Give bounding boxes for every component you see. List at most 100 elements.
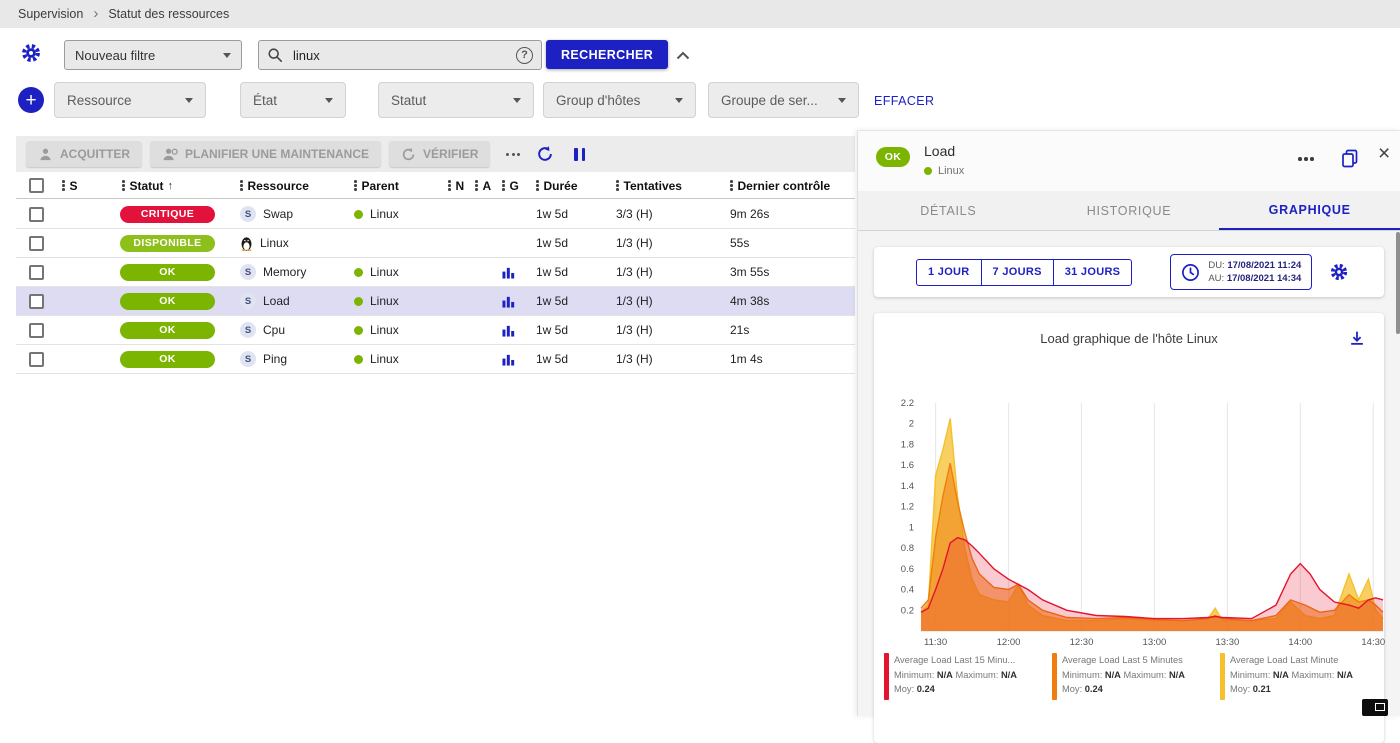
check-button[interactable]: VÉRIFIER [389, 141, 491, 167]
graph-icon[interactable] [502, 266, 515, 279]
column-menu-icon[interactable] [502, 180, 505, 191]
parent-name[interactable]: Linux [370, 265, 399, 279]
resource-name[interactable]: Cpu [263, 323, 286, 337]
filter-select-servicegroup[interactable]: Groupe de ser... [708, 82, 859, 118]
filter-select-statut[interactable]: Statut [378, 82, 534, 118]
panel-host-name: Linux [938, 165, 965, 177]
column-menu-icon[interactable] [240, 180, 243, 191]
column-header-g[interactable]: G [500, 179, 532, 193]
chart-legend: Average Load Last 15 Minu... Minimum: N/A… [884, 653, 1382, 700]
panel-scrollbar[interactable] [1396, 232, 1400, 334]
svg-text:1.4: 1.4 [901, 481, 914, 492]
graph-icon[interactable] [502, 353, 515, 366]
column-menu-icon[interactable] [616, 180, 619, 191]
resource-name[interactable]: Linux [260, 236, 289, 250]
row-checkbox[interactable] [28, 293, 44, 309]
service-icon: S [240, 264, 256, 280]
column-header-ressource[interactable]: Ressource [232, 179, 348, 193]
column-menu-icon[interactable] [62, 180, 65, 191]
acknowledge-button[interactable]: ACQUITTER [26, 141, 142, 167]
search-button[interactable]: RECHERCHER [546, 40, 669, 69]
resource-name[interactable]: Ping [263, 352, 288, 366]
filter-select-etat[interactable]: État [240, 82, 346, 118]
pause-icon[interactable] [574, 147, 586, 161]
download-icon[interactable] [1348, 329, 1366, 352]
column-header-n[interactable]: N [446, 179, 473, 193]
legend-item[interactable]: Average Load Last 5 Minutes Minimum: N/A … [1052, 653, 1214, 700]
row-checkbox[interactable] [28, 235, 44, 251]
parent-cell: Linux [348, 323, 446, 337]
column-menu-icon[interactable] [354, 180, 357, 191]
panel-more-actions-icon[interactable] [1298, 157, 1314, 161]
graph-icon[interactable] [502, 295, 515, 308]
saved-filter-select[interactable]: Nouveau filtre [64, 40, 242, 70]
add-filter-icon[interactable]: + [18, 87, 44, 113]
legend-item[interactable]: Average Load Last Minute Minimum: N/A Max… [1220, 653, 1382, 700]
column-header-duree[interactable]: Durée [532, 179, 612, 193]
collapse-chevron-icon[interactable] [676, 47, 690, 65]
filter-select-hostgroup[interactable]: Group d'hôtes [543, 82, 696, 118]
column-header-tentatives[interactable]: Tentatives [612, 179, 726, 193]
row-checkbox[interactable] [28, 206, 44, 222]
breadcrumb-item-supervision[interactable]: Supervision [18, 7, 84, 21]
copy-icon[interactable] [1341, 149, 1359, 173]
parent-name[interactable]: Linux [370, 323, 399, 337]
column-menu-icon[interactable] [448, 180, 451, 191]
table-row[interactable]: CRITIQUE S Swap Linux 1w 5d 3/3 (H) 9m 26s [16, 200, 855, 229]
column-header-a[interactable]: A [473, 179, 500, 193]
legend-item[interactable]: Average Load Last 15 Minu... Minimum: N/A… [884, 653, 1046, 700]
column-menu-icon[interactable] [475, 180, 478, 191]
row-checkbox[interactable] [28, 351, 44, 367]
range-1-day-button[interactable]: 1 JOUR [916, 258, 982, 286]
column-header-parent[interactable]: Parent [348, 179, 446, 193]
clear-filters-button[interactable]: EFFACER [874, 94, 935, 108]
resource-name[interactable]: Memory [263, 265, 307, 279]
resource-name[interactable]: Swap [263, 207, 294, 221]
settings-gear-icon[interactable] [20, 42, 42, 64]
tab-graph[interactable]: GRAPHIQUE [1219, 191, 1400, 230]
more-actions-icon[interactable] [506, 152, 521, 156]
parent-name[interactable]: Linux [370, 207, 399, 221]
last-check-cell: 1m 4s [726, 352, 855, 366]
graph-settings-gear-icon[interactable] [1329, 262, 1349, 282]
period-picker[interactable]: DU: 17/08/2021 11:24 AU: 17/08/2021 14:3… [1170, 254, 1313, 290]
maintenance-button[interactable]: PLANIFIER UNE MAINTENANCE [150, 141, 382, 167]
close-icon[interactable]: × [1378, 142, 1391, 165]
table-row[interactable]: OK S Cpu Linux 1w 5d 1/3 (H) 21s [16, 316, 855, 345]
chevron-down-icon [838, 97, 846, 103]
resource-name[interactable]: Load [263, 294, 290, 308]
table-row[interactable]: OK S Memory Linux 1w 5d 1/3 (H) 3m 55s [16, 258, 855, 287]
search-box[interactable]: ? [258, 40, 542, 70]
sort-asc-icon[interactable]: ↑ [167, 179, 174, 192]
column-header-state[interactable]: S [56, 179, 108, 193]
status-badge: OK [120, 292, 215, 310]
svg-text:11:30: 11:30 [924, 637, 947, 648]
select-all-checkbox[interactable] [28, 178, 44, 193]
tries-value: 1/3 (H) [616, 265, 653, 279]
fullscreen-icon[interactable] [1362, 699, 1388, 716]
tab-history[interactable]: HISTORIQUE [1086, 203, 1172, 218]
column-menu-icon[interactable] [536, 180, 539, 191]
column-menu-icon[interactable] [730, 180, 733, 191]
parent-name[interactable]: Linux [370, 352, 399, 366]
parent-name[interactable]: Linux [370, 294, 399, 308]
column-header-dernier-controle[interactable]: Dernier contrôle [726, 179, 855, 193]
tries-cell: 1/3 (H) [612, 352, 726, 366]
range-31-days-button[interactable]: 31 JOURS [1052, 258, 1133, 286]
search-input[interactable] [291, 46, 508, 64]
refresh-icon[interactable] [536, 145, 554, 163]
graph-icon[interactable] [502, 324, 515, 337]
load-graph[interactable]: 11:30 12:00 12:30 13:00 13:30 14:00 14:30 0.2 0.… [875, 397, 1385, 655]
column-menu-icon[interactable] [122, 180, 125, 191]
filter-select-ressource[interactable]: Ressource [54, 82, 206, 118]
table-row[interactable]: OK S Load Linux 1w 5d 1/3 (H) 4m 38s [16, 287, 855, 316]
last-check-value: 9m 26s [730, 207, 770, 221]
table-row[interactable]: DISPONIBLE Linux 1w 5d 1/3 (H) 55s [16, 229, 855, 258]
row-checkbox[interactable] [28, 322, 44, 338]
column-header-statut[interactable]: Statut ↑ [108, 179, 232, 193]
tab-details[interactable]: DÉTAILS [920, 203, 977, 218]
row-checkbox[interactable] [28, 264, 44, 280]
table-row[interactable]: OK S Ping Linux 1w 5d 1/3 (H) 1m 4s [16, 345, 855, 374]
help-icon[interactable]: ? [516, 46, 533, 64]
range-7-days-button[interactable]: 7 JOURS [980, 258, 1054, 286]
